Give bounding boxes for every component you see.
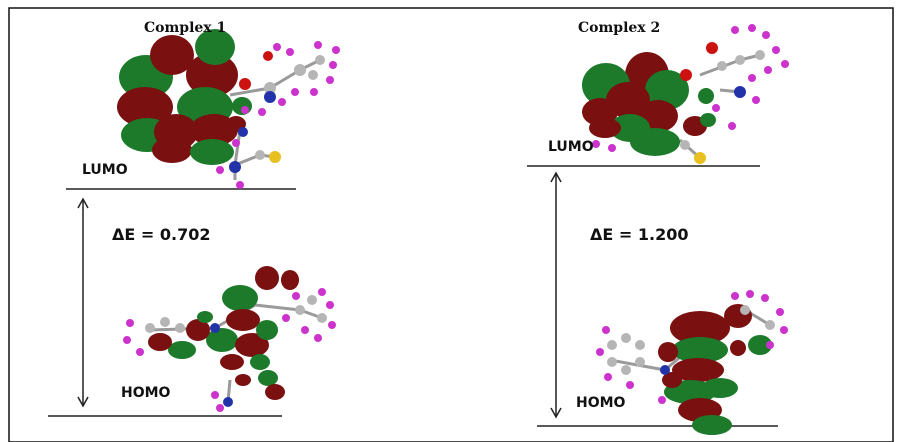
gap-symbol: ΔE xyxy=(590,225,614,244)
homo-label-2: HOMO xyxy=(576,395,626,411)
panel-title-complex-1: Complex 1 xyxy=(144,20,227,36)
gap-arrow-1 xyxy=(77,197,89,408)
lumo-orbital-2 xyxy=(582,24,789,164)
homo-orbital-1 xyxy=(123,266,336,412)
energy-gap-label-1: ΔE = 0.702 xyxy=(112,225,211,244)
gap-arrow-2 xyxy=(550,171,562,419)
homo-orbital-2 xyxy=(596,290,788,435)
border xyxy=(8,7,894,442)
lumo-label-1: LUMO xyxy=(82,162,128,178)
lumo-orbital-1 xyxy=(117,29,340,189)
panel-title-complex-2: Complex 2 xyxy=(578,20,661,36)
energy-gap-label-2: ΔE = 1.200 xyxy=(590,225,689,244)
gap-value: 1.200 xyxy=(637,225,689,244)
gap-symbol: ΔE xyxy=(112,225,136,244)
lumo-label-2: LUMO xyxy=(548,139,594,155)
homo-label-1: HOMO xyxy=(121,385,171,401)
gap-value: 0.702 xyxy=(159,225,211,244)
